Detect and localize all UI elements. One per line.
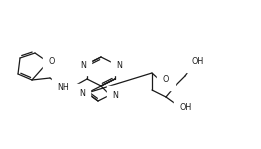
Text: N: N: [80, 60, 86, 69]
Text: O: O: [49, 56, 55, 66]
Text: NH: NH: [57, 83, 69, 93]
Text: N: N: [116, 60, 122, 69]
Text: N: N: [112, 91, 118, 100]
Text: OH: OH: [180, 103, 192, 111]
Text: N: N: [79, 90, 85, 98]
Text: OH: OH: [192, 58, 204, 66]
Text: O: O: [163, 76, 169, 84]
